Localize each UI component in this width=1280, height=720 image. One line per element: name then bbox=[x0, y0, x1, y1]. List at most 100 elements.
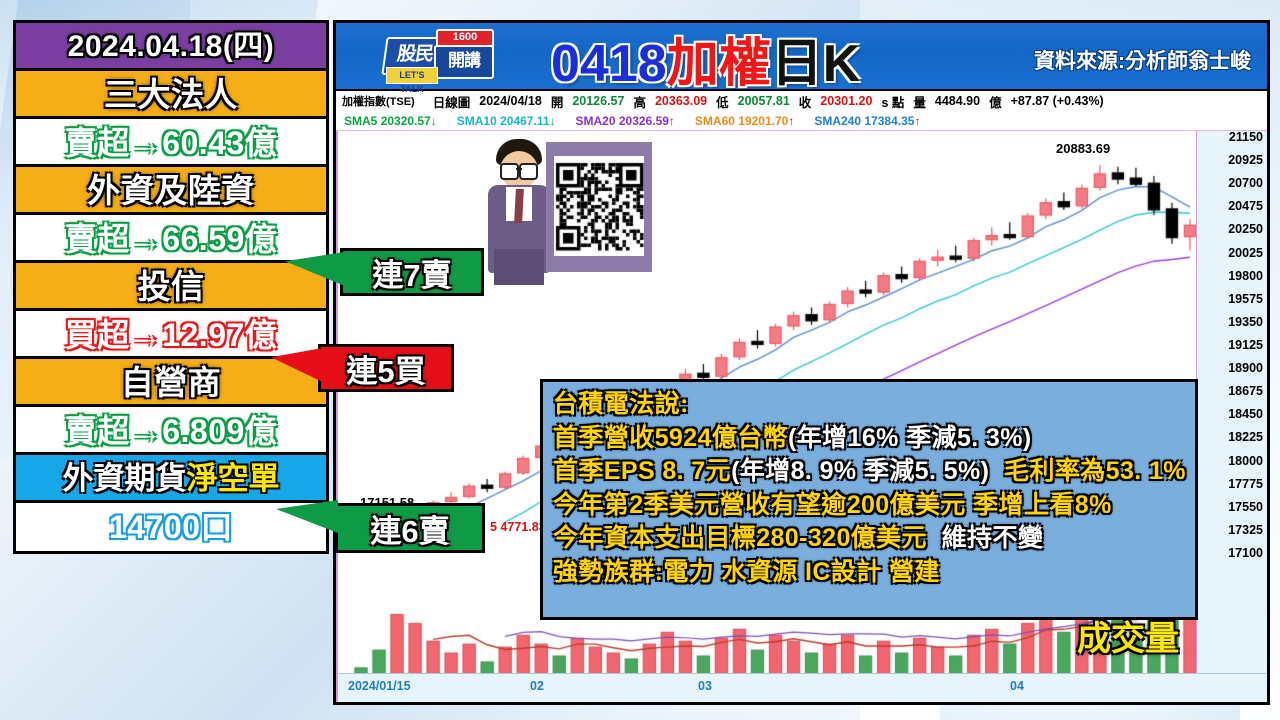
row-value-foreign: 賣超→66.59億 bbox=[16, 215, 326, 263]
legend-sma20: SMA20 20326.59↑ bbox=[575, 113, 675, 128]
info-line-3: 今年第2季美元營收有望逾200億美元 季增上看8% bbox=[553, 490, 1112, 519]
date-tick: 02 bbox=[530, 679, 544, 693]
volume-unit: 億 bbox=[989, 95, 1002, 110]
row-value: 14700口 bbox=[109, 509, 233, 545]
quote-summary-line: 加權指數(TSE) 日線圖 2024/04/18 開 20126.57 高 20… bbox=[336, 91, 1267, 111]
brand-logo-icon: 股民 1600 開講 LET'S TALK bbox=[381, 27, 494, 94]
price-tick: 19575 bbox=[1228, 291, 1263, 306]
price-tick: 20925 bbox=[1228, 153, 1263, 168]
row-value: 賣超→66.59億 bbox=[64, 221, 278, 257]
volume-title-label: 成交量 bbox=[1077, 620, 1179, 658]
price-axis: 21150 20925 20700 20475 20250 20025 19800 19575… bbox=[1196, 130, 1267, 702]
price-tick: 19800 bbox=[1228, 268, 1263, 283]
date-tick: 04 bbox=[1010, 679, 1024, 693]
logo-sub-text: 開講 bbox=[448, 51, 481, 70]
data-source-label: 資料來源:分析師翁士峻 bbox=[1034, 50, 1251, 73]
info-line-1: 首季營收5924億台幣(年增16% 季減5. 3%) bbox=[553, 423, 1032, 452]
title-number: 0418 bbox=[551, 35, 667, 93]
row-label: 自營商 bbox=[120, 364, 222, 401]
qr-code-frame bbox=[546, 142, 652, 272]
callout-label: 連7賣 bbox=[372, 257, 452, 293]
price-tick: 20700 bbox=[1228, 176, 1263, 191]
price-tick: 19350 bbox=[1228, 314, 1263, 329]
row-header-foreign-futures: 外資期貨淨空單 bbox=[16, 455, 326, 503]
price-tick: 17100 bbox=[1228, 546, 1263, 560]
price-tick: 18450 bbox=[1228, 407, 1263, 422]
row-value: 買超→12.97億 bbox=[64, 317, 278, 353]
legend-sma5: SMA5 20320.57↓ bbox=[344, 113, 437, 128]
row-value-dealer: 賣超→6.809億 bbox=[16, 407, 326, 455]
promo-block bbox=[484, 137, 654, 287]
date-axis: 2024/01/15 02 03 04 bbox=[338, 673, 1267, 702]
title-period: 日K bbox=[770, 35, 861, 93]
quote-date: 2024/04/18 bbox=[479, 94, 542, 108]
price-tick: 21150 bbox=[1228, 130, 1263, 144]
price-tick: 17550 bbox=[1228, 499, 1263, 514]
price-tick: 18000 bbox=[1228, 453, 1263, 468]
row-value: 賣超→60.43億 bbox=[64, 125, 278, 161]
low-label: 低 bbox=[716, 95, 729, 110]
high-label: 高 bbox=[633, 95, 646, 110]
high-value: 20363.09 bbox=[654, 94, 708, 108]
logo-badge-text: 1600 bbox=[452, 31, 478, 43]
row-header-foreign: 外資及陸資 bbox=[16, 167, 326, 215]
callout-trust-streak: 連5買 bbox=[271, 344, 454, 392]
row-label: 投信 bbox=[137, 268, 205, 305]
tsmc-earnings-callout: 台積電法說: 首季營收5924億台幣(年增16% 季減5. 3%) 首季EPS … bbox=[540, 379, 1198, 620]
callout-dealer-streak: 連6賣 bbox=[276, 499, 485, 553]
price-tick: 18900 bbox=[1228, 361, 1263, 376]
price-tick: 20025 bbox=[1228, 245, 1263, 260]
futures-label-prefix: 外資期貨 bbox=[62, 461, 187, 496]
legend-sma240: SMA240 17384.35↑ bbox=[814, 113, 921, 128]
page-title: 0418加權日K bbox=[551, 23, 861, 96]
legend-sma10: SMA10 20467.11↓ bbox=[456, 113, 556, 128]
institutional-flows-panel: 2024.04.18(四) 三大法人 賣超→60.43億 外資及陸資 賣超→66… bbox=[13, 20, 329, 554]
row-header-three-institutions: 三大法人 bbox=[16, 71, 326, 119]
open-label: 開 bbox=[550, 95, 564, 110]
row-label: 三大法人 bbox=[104, 76, 238, 113]
callout-label: 連6賣 bbox=[370, 513, 450, 549]
price-tick: 17775 bbox=[1228, 476, 1263, 491]
low-value: 20057.81 bbox=[737, 94, 790, 108]
callout-foreign-streak: 連7賣 bbox=[285, 248, 484, 296]
price-tick: 18675 bbox=[1228, 384, 1263, 399]
close-suffix: s 點 bbox=[881, 95, 905, 110]
row-header-investment-trust: 投信 bbox=[16, 263, 326, 311]
chart-title-bar: 股民 1600 開講 LET'S TALK 0418加權日K 資料來源:分析師翁… bbox=[336, 23, 1267, 94]
logo-lets-talk-text: LET'S TALK bbox=[399, 70, 425, 94]
close-value: 20301.20 bbox=[820, 94, 873, 108]
title-index: 加權 bbox=[666, 35, 771, 93]
legend-sma60: SMA60 19201.70↑ bbox=[694, 113, 795, 128]
high-price-annotation: 20883.69 bbox=[1056, 141, 1111, 156]
price-tick: 18225 bbox=[1228, 430, 1263, 445]
futures-label-suffix: 淨空單 bbox=[186, 461, 280, 496]
glasses-icon bbox=[500, 163, 538, 180]
row-value-three-institutions: 賣超→60.43億 bbox=[16, 119, 326, 167]
moving-average-legend: SMA5 20320.57↓ SMA10 20467.11↓ SMA20 203… bbox=[336, 111, 1267, 131]
row-value: 賣超→6.809億 bbox=[64, 413, 278, 449]
date-label: 2024.04.18(四) bbox=[67, 30, 275, 63]
row-value-foreign-futures: 14700口 bbox=[16, 503, 326, 551]
info-line-4: 今年資本支出目標280-320億美元 維持不變 bbox=[553, 524, 1044, 552]
period-label: 日線圖 bbox=[432, 95, 471, 110]
date-tick: 2024/01/15 bbox=[348, 679, 411, 693]
price-tick: 19125 bbox=[1228, 338, 1263, 352]
info-line-2: 首季EPS 8. 7元(年增8. 9% 季減5. 5%) 毛利率為53. 1% bbox=[553, 457, 1186, 485]
open-value: 20126.57 bbox=[572, 94, 625, 108]
price-tick: 17325 bbox=[1228, 522, 1263, 537]
analyst-avatar bbox=[484, 137, 554, 287]
info-title: 台積電法說: bbox=[553, 390, 689, 418]
date-tick: 03 bbox=[698, 679, 712, 693]
close-label: 收 bbox=[798, 95, 812, 110]
callout-label: 連5買 bbox=[346, 353, 426, 389]
price-tick: 20475 bbox=[1228, 199, 1263, 214]
volume-label: 量 bbox=[913, 95, 926, 110]
price-tick: 20250 bbox=[1228, 222, 1263, 237]
symbol-label: 加權指數(TSE) bbox=[342, 96, 415, 108]
qr-code-icon[interactable] bbox=[554, 156, 644, 256]
change-value: +87.87 (+0.43%) bbox=[1010, 94, 1104, 108]
date-row: 2024.04.18(四) bbox=[16, 23, 326, 71]
volume-value: 4484.90 bbox=[934, 94, 981, 108]
info-line-5: 強勢族群:電力 水資源 IC設計 營建 bbox=[553, 557, 940, 586]
volume-quote-label: 5 4771.83 bbox=[490, 520, 546, 534]
